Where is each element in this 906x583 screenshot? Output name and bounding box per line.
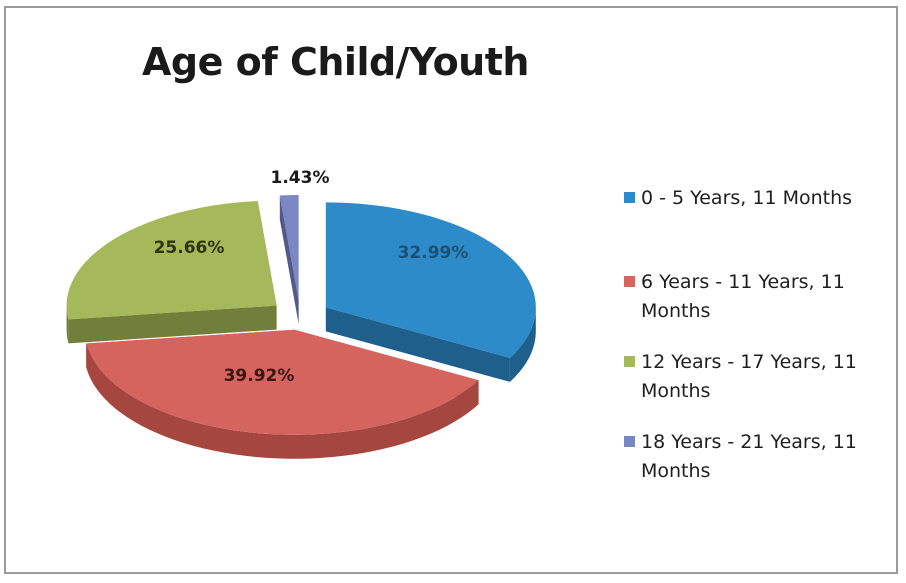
pie-slice-top <box>279 195 299 301</box>
pie-slice-wall <box>325 307 510 382</box>
pie-slice-top <box>66 201 277 320</box>
legend-swatch <box>624 436 635 447</box>
legend-item-6-11-years: 6 Years - 11 Years, 11 Months <box>624 268 864 326</box>
pie-slice-6-11-years <box>86 329 479 459</box>
data-label-6-11-years: 39.92% <box>224 366 295 386</box>
pie-slice-rim <box>509 307 536 382</box>
legend-swatch <box>624 356 635 367</box>
pie-slice-wall <box>279 195 299 325</box>
legend-label: 0 - 5 Years, 11 Months <box>641 187 853 209</box>
pie-slice-top <box>86 329 479 435</box>
pie-slice-wall <box>68 305 277 344</box>
legend-label: 18 Years - 21 Years, 11 Months <box>641 431 857 482</box>
legend-label: 12 Years - 17 Years, 11 Months <box>641 351 857 402</box>
pie-slice-top <box>325 202 536 358</box>
legend-item-18-21-years: 18 Years - 21 Years, 11 Months <box>624 428 884 486</box>
chart-title: Age of Child/Youth <box>142 40 529 84</box>
pie-slice-18-21-years <box>279 195 299 325</box>
legend-label: 6 Years - 11 Years, 11 Months <box>641 271 845 322</box>
pie-slice-rim <box>66 305 69 344</box>
data-label-0-5-years: 32.99% <box>398 243 469 263</box>
legend-item-12-17-years: 12 Years - 17 Years, 11 Months <box>624 348 874 406</box>
data-label-18-21-years: 1.43% <box>271 168 330 188</box>
pie-slice-0-5-years <box>325 202 536 382</box>
data-label-12-17-years: 25.66% <box>154 238 225 258</box>
pie-slice-rim <box>86 343 479 459</box>
pie-slice-12-17-years <box>66 201 277 344</box>
legend-swatch <box>624 192 635 203</box>
legend-swatch <box>624 276 635 287</box>
legend-item-0-5-years: 0 - 5 Years, 11 Months <box>624 184 879 213</box>
